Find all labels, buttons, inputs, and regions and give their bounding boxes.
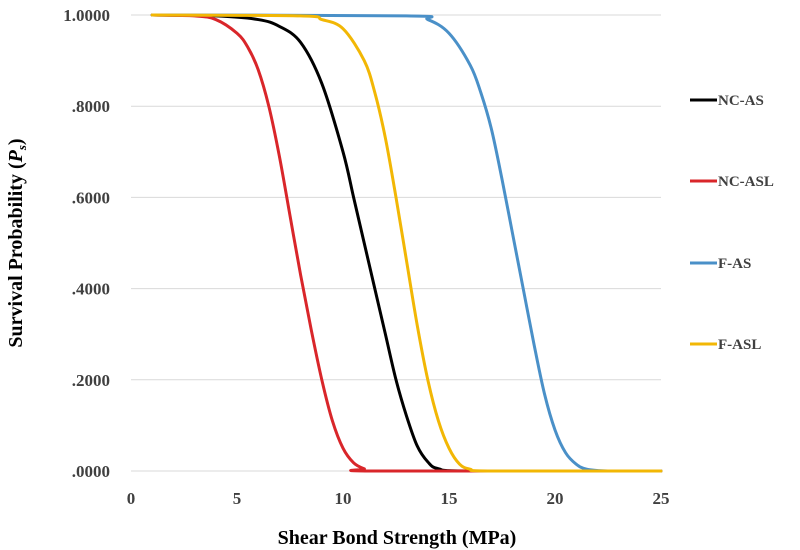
legend-label-f-asl: F-ASL: [718, 337, 761, 353]
y-axis-title-symbol: P: [5, 149, 27, 163]
legend-label-nc-as: NC-AS: [718, 93, 764, 109]
y-tick-label: .6000: [72, 188, 110, 207]
y-tick-label: .0000: [72, 462, 110, 481]
x-axis-title: Shear Bond Strength (MPa): [278, 527, 517, 549]
gridlines: [131, 14, 661, 472]
series-line-nc-as: [150, 13, 663, 473]
x-tick-label: 0: [127, 489, 136, 508]
x-tick-label: 20: [547, 489, 564, 508]
y-axis-title-suffix: ): [5, 138, 27, 145]
y-tick-label: .8000: [72, 97, 110, 116]
legend-label-nc-asl: NC-ASL: [718, 174, 774, 190]
series-line-f-as: [150, 13, 663, 473]
y-axis-title-main: Survival Probability (: [5, 162, 27, 348]
x-axis-tick-labels: 0 5 10 15 20 25: [127, 489, 670, 508]
x-tick-label: 10: [335, 489, 352, 508]
series-line-f-asl: [150, 13, 663, 473]
x-tick-label: 5: [233, 489, 242, 508]
legend-label-f-as: F-AS: [718, 256, 751, 272]
y-axis-tick-labels: .0000 .2000 .4000 .6000 .8000 1.0000: [63, 6, 110, 481]
y-tick-label: .2000: [72, 371, 110, 390]
x-tick-label: 25: [653, 489, 670, 508]
y-tick-label: .4000: [72, 280, 110, 299]
legend: NC-AS NC-ASL F-AS F-ASL: [690, 93, 774, 353]
y-axis-title-subscript: s: [14, 145, 29, 151]
y-axis-title: Survival Probability (Ps): [5, 138, 29, 347]
x-tick-label: 15: [441, 489, 458, 508]
series-line-nc-asl: [150, 13, 663, 473]
series-lines: [150, 13, 663, 473]
y-tick-label: 1.0000: [63, 6, 110, 25]
